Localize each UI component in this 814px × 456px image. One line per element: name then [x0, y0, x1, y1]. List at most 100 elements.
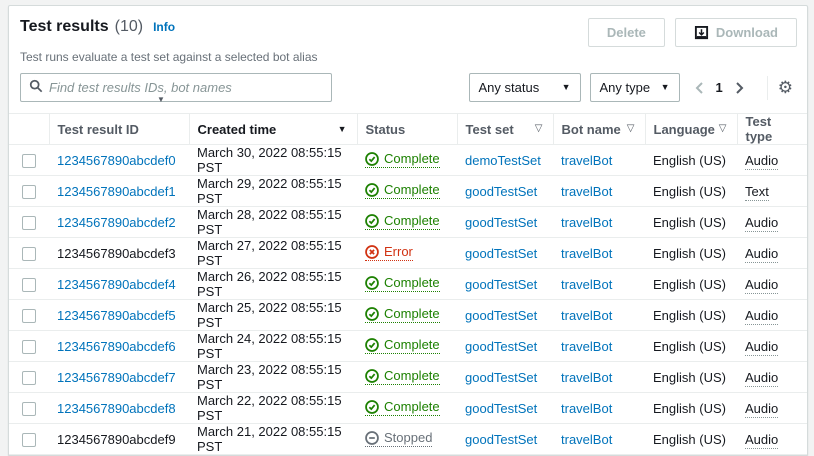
row-checkbox[interactable]	[22, 308, 36, 323]
row-checkbox[interactable]	[22, 370, 36, 385]
status-badge[interactable]: Complete	[365, 182, 440, 200]
test-set-link[interactable]: goodTestSet	[465, 245, 538, 261]
delete-button[interactable]: Delete	[587, 18, 665, 47]
chevron-down-icon: ▼	[660, 82, 670, 92]
test-set-link[interactable]: goodTestSet	[465, 183, 538, 199]
bot-name-link[interactable]: travelBot	[561, 214, 613, 230]
test-set-link[interactable]: goodTestSet	[465, 276, 538, 292]
test-result-id[interactable]: 1234567890abcdef3	[57, 245, 176, 261]
status-badge[interactable]: Complete	[365, 337, 440, 355]
test-type-value[interactable]: Audio	[745, 276, 779, 294]
filter-icon[interactable]: ▽	[626, 123, 635, 134]
bot-name-link[interactable]: travelBot	[561, 245, 613, 261]
table-row: 1234567890abcdef2 March 28, 2022 08:55:1…	[9, 206, 807, 238]
row-checkbox[interactable]	[22, 215, 36, 230]
test-set-link[interactable]: goodTestSet	[465, 400, 538, 416]
column-header-status[interactable]: Status	[357, 113, 458, 145]
error-x-icon	[365, 244, 379, 259]
download-button[interactable]: Download	[674, 18, 797, 47]
sort-descending-icon[interactable]: ▼	[337, 123, 347, 134]
test-type-value[interactable]: Audio	[745, 400, 779, 418]
row-checkbox[interactable]	[22, 246, 36, 261]
row-checkbox[interactable]	[22, 277, 36, 292]
status-filter-dropdown[interactable]: Any status ▼	[468, 73, 581, 102]
test-set-link[interactable]: goodTestSet	[465, 431, 538, 447]
status-label: Complete	[384, 399, 440, 415]
test-type-value[interactable]: Audio	[745, 369, 779, 387]
status-badge[interactable]: Stopped	[365, 430, 433, 448]
language-value: English (US)	[653, 214, 726, 230]
bot-name-link[interactable]: travelBot	[561, 307, 613, 323]
test-type-value[interactable]: Audio	[745, 307, 779, 325]
test-result-id[interactable]: 1234567890abcdef6	[57, 338, 176, 354]
created-time: March 21, 2022 08:55:15 PST	[197, 424, 342, 454]
column-header-test-type[interactable]: Test type	[737, 113, 807, 145]
test-set-link[interactable]: goodTestSet	[465, 307, 538, 323]
status-badge[interactable]: Complete	[365, 213, 440, 231]
bot-name-link[interactable]: travelBot	[561, 183, 613, 199]
test-type-value[interactable]: Audio	[745, 152, 779, 170]
status-badge[interactable]: Error	[365, 244, 413, 262]
table-row: 1234567890abcdef9 March 21, 2022 08:55:1…	[9, 423, 807, 455]
language-value: English (US)	[653, 245, 726, 261]
status-badge[interactable]: Complete	[365, 399, 440, 417]
test-type-value[interactable]: Audio	[745, 338, 779, 356]
test-set-link[interactable]: goodTestSet	[465, 338, 538, 354]
bot-name-link[interactable]: travelBot	[561, 369, 613, 385]
bot-name-link[interactable]: travelBot	[561, 400, 613, 416]
column-header-test-result-id[interactable]: Test result ID	[49, 113, 190, 145]
page-number[interactable]: 1	[715, 80, 723, 95]
bot-name-link[interactable]: travelBot	[561, 338, 613, 354]
search-input[interactable]	[49, 80, 323, 95]
test-type-value[interactable]: Text	[745, 183, 769, 201]
language-value: English (US)	[653, 431, 726, 447]
row-checkbox[interactable]	[22, 153, 36, 168]
pagination: 1	[688, 76, 751, 100]
column-header-test-set[interactable]: Test set ▽	[457, 113, 554, 145]
bot-name-link[interactable]: travelBot	[561, 152, 613, 168]
bot-name-link[interactable]: travelBot	[561, 431, 613, 447]
test-result-id[interactable]: 1234567890abcdef1	[57, 183, 176, 199]
table-row: 1234567890abcdef7 March 23, 2022 08:55:1…	[9, 361, 807, 393]
row-checkbox[interactable]	[22, 339, 36, 354]
column-header-bot-name[interactable]: Bot name ▽	[553, 113, 646, 145]
test-result-id[interactable]: 1234567890abcdef4	[57, 276, 176, 292]
status-badge[interactable]: Complete	[365, 368, 440, 386]
row-checkbox[interactable]	[22, 401, 36, 416]
test-set-link[interactable]: goodTestSet	[465, 214, 538, 230]
column-header-language[interactable]: Language ▽	[645, 113, 738, 145]
status-badge[interactable]: Complete	[365, 275, 440, 293]
status-badge[interactable]: Complete	[365, 151, 440, 169]
test-result-id[interactable]: 1234567890abcdef7	[57, 369, 176, 385]
test-type-value[interactable]: Audio	[745, 214, 779, 232]
info-link[interactable]: Info	[153, 20, 176, 34]
test-result-id[interactable]: 1234567890abcdef9	[57, 431, 176, 447]
test-type-value[interactable]: Audio	[745, 245, 779, 263]
search-input-container	[20, 73, 332, 102]
column-header-created-time[interactable]: Created time ▼	[189, 113, 358, 145]
test-set-link[interactable]: demoTestSet	[465, 152, 541, 168]
created-time: March 24, 2022 08:55:15 PST	[197, 331, 342, 361]
stopped-minus-icon	[365, 430, 379, 445]
row-checkbox[interactable]	[22, 432, 36, 447]
filter-icon[interactable]: ▽	[718, 123, 727, 134]
test-result-id[interactable]: 1234567890abcdef8	[57, 400, 176, 416]
next-page-button[interactable]	[729, 76, 751, 100]
type-filter-dropdown[interactable]: Any type ▼	[589, 73, 680, 102]
test-result-id[interactable]: 1234567890abcdef5	[57, 307, 176, 323]
previous-page-button[interactable]	[688, 76, 710, 100]
filter-caret-icon: ▼	[157, 95, 165, 104]
row-checkbox[interactable]	[22, 184, 36, 199]
bot-name-link[interactable]: travelBot	[561, 276, 613, 292]
test-type-value[interactable]: Audio	[745, 431, 779, 449]
type-filter-value: Any type	[599, 80, 651, 95]
results-count: (10)	[114, 18, 144, 35]
settings-gear-icon[interactable]: ⚙	[777, 78, 793, 97]
table-body: 1234567890abcdef0 March 30, 2022 08:55:1…	[9, 144, 807, 455]
panel-description: Test runs evaluate a test set against a …	[20, 50, 318, 64]
test-result-id[interactable]: 1234567890abcdef0	[57, 152, 176, 168]
test-result-id[interactable]: 1234567890abcdef2	[57, 214, 176, 230]
status-badge[interactable]: Complete	[365, 306, 440, 324]
test-set-link[interactable]: goodTestSet	[465, 369, 538, 385]
filter-icon[interactable]: ▽	[534, 123, 543, 134]
